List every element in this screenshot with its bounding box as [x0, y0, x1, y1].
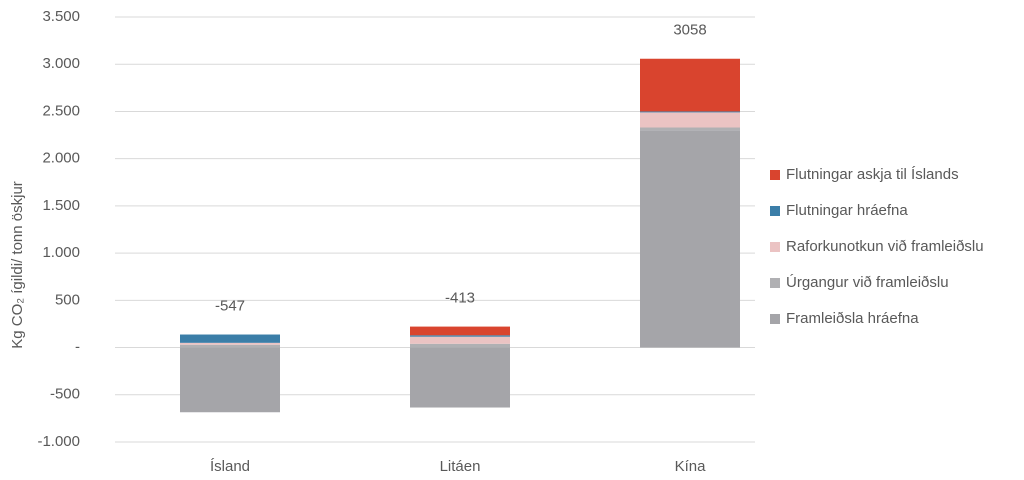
- bar-segment: [410, 335, 510, 337]
- legend-label: Úrgangur við framleiðslu: [786, 274, 949, 291]
- y-tick-label: 1.500: [42, 197, 80, 214]
- y-tick-label: 3.500: [42, 8, 80, 25]
- y-tick-label: -: [75, 339, 80, 356]
- x-tick-label: Ísland: [210, 458, 250, 475]
- bar-segment: [640, 130, 740, 348]
- legend-swatch: [770, 242, 780, 252]
- bar-segment: [640, 112, 740, 128]
- legend-label: Framleiðsla hráefna: [786, 310, 919, 327]
- legend-swatch: [770, 278, 780, 288]
- legend-label: Flutningar askja til Íslands: [786, 166, 959, 183]
- total-label: -413: [445, 290, 475, 307]
- bar-segment: [640, 127, 740, 131]
- bar-segment: [410, 343, 510, 348]
- bar-segment: [410, 347, 510, 408]
- bar-segment: [640, 58, 740, 112]
- bar-segment: [180, 334, 280, 343]
- x-tick-label: Litáen: [440, 458, 481, 475]
- legend-label: Raforkunotkun við framleiðslu: [786, 238, 984, 255]
- bar-segment: [180, 342, 280, 345]
- legend-swatch: [770, 170, 780, 180]
- bar-segment: [640, 111, 740, 113]
- y-tick-label: 1.000: [42, 244, 80, 261]
- y-axis-label: Kg CO₂ ígildi/ tonn öskjur: [9, 181, 26, 349]
- y-tick-label: -500: [50, 386, 80, 403]
- legend-swatch: [770, 206, 780, 216]
- x-tick-label: Kína: [675, 458, 707, 475]
- total-label: 3058: [673, 22, 706, 39]
- bar-segment: [180, 344, 280, 348]
- y-tick-label: 2.000: [42, 150, 80, 167]
- bar-segment: [410, 336, 510, 344]
- y-tick-label: 3.000: [42, 55, 80, 72]
- bar-segment: [180, 347, 280, 413]
- total-label: -547: [215, 297, 245, 314]
- y-tick-label: 2.500: [42, 102, 80, 119]
- y-tick-label: 500: [55, 291, 80, 308]
- legend-swatch: [770, 314, 780, 324]
- legend-label: Flutningar hráefna: [786, 202, 908, 219]
- y-tick-label: -1.000: [37, 433, 80, 450]
- bar-segment: [410, 326, 510, 336]
